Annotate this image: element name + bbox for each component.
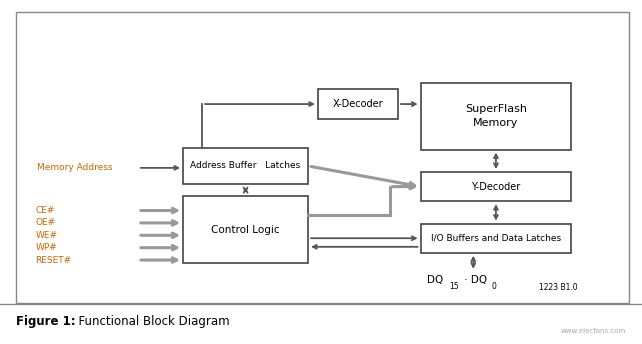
Text: Address Buffer   Latches: Address Buffer Latches [191, 161, 300, 171]
Text: CE#: CE# [35, 206, 55, 215]
Text: X-Decoder: X-Decoder [333, 99, 383, 109]
Text: · DQ: · DQ [461, 275, 487, 286]
Bar [183, 148, 308, 184]
Bar [421, 83, 571, 150]
Text: Memory Address: Memory Address [37, 163, 113, 172]
Text: 0: 0 [491, 282, 496, 291]
Text: DQ: DQ [427, 275, 443, 286]
Bar [318, 89, 398, 119]
Bar [183, 196, 308, 263]
Text: WE#: WE# [35, 231, 57, 240]
Text: 1223 B1.0: 1223 B1.0 [539, 283, 578, 292]
Text: SuperFlash
Memory: SuperFlash Memory [465, 105, 527, 128]
Text: I/O Buffers and Data Latches: I/O Buffers and Data Latches [431, 234, 561, 243]
Text: 15: 15 [449, 282, 458, 291]
Text: Figure 1:: Figure 1: [16, 315, 76, 328]
Bar [421, 172, 571, 201]
Text: RESET#: RESET# [35, 256, 71, 265]
Bar [16, 12, 629, 303]
Text: OE#: OE# [35, 218, 55, 227]
Text: Control Logic: Control Logic [211, 225, 280, 235]
Text: WP#: WP# [35, 243, 57, 252]
Text: Functional Block Diagram: Functional Block Diagram [71, 315, 229, 328]
Text: www.elecfans.com: www.elecfans.com [560, 328, 626, 334]
Bar [421, 224, 571, 253]
Text: Y-Decoder: Y-Decoder [471, 182, 521, 192]
